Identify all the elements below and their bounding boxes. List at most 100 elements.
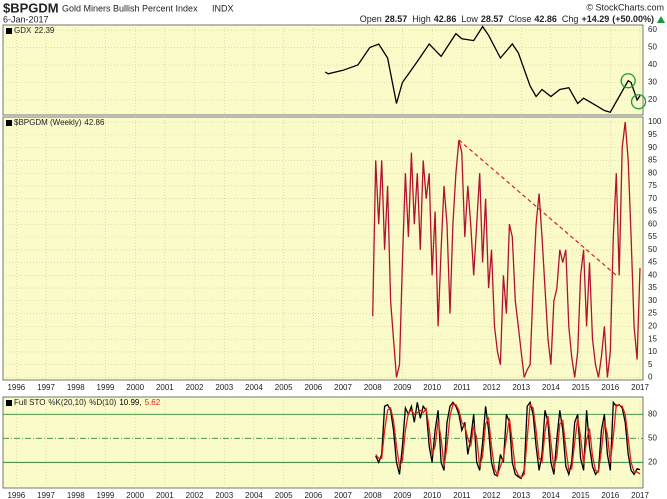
y-tick-label: 15 xyxy=(648,334,657,343)
y-tick-label: 5 xyxy=(648,360,653,369)
quote-value: 42.86 xyxy=(534,14,557,24)
y-tick-label: 20 xyxy=(648,457,657,466)
legend-series: %D(10) xyxy=(89,398,116,407)
x-tick-label: 2004 xyxy=(245,383,263,392)
y-tick-label: 80 xyxy=(648,168,657,177)
quote-label: Low xyxy=(461,14,478,24)
y-tick-label: 60 xyxy=(648,25,657,34)
x-tick-label: 2001 xyxy=(156,383,174,392)
y-tick-label: 65 xyxy=(648,207,657,216)
x-tick-label: 1997 xyxy=(37,383,55,392)
x-tick-label: 1999 xyxy=(97,383,115,392)
x-tick-label: 2015 xyxy=(572,383,590,392)
x-tick-label: 2008 xyxy=(364,491,382,499)
y-tick-label: 20 xyxy=(648,321,657,330)
legend-swatch xyxy=(6,28,12,34)
x-tick-label: 2014 xyxy=(542,383,560,392)
panel-legend: GDX 22.39 xyxy=(14,26,55,35)
x-tick-label: 2004 xyxy=(245,491,263,499)
x-tick-label: 2016 xyxy=(601,491,619,499)
quote-value: 28.57 xyxy=(481,14,504,24)
x-tick-label: 1997 xyxy=(37,491,55,499)
x-tick-label: 2008 xyxy=(364,383,382,392)
y-tick-label: 50 xyxy=(648,433,657,442)
y-tick-label: 45 xyxy=(648,258,657,267)
x-tick-label: 2006 xyxy=(304,383,322,392)
up-arrow xyxy=(657,16,665,23)
y-tick-label: 10 xyxy=(648,347,657,356)
x-tick-label: 2000 xyxy=(126,491,144,499)
x-tick-label: 2016 xyxy=(601,383,619,392)
quote-label: Chg xyxy=(562,14,579,24)
y-tick-label: 50 xyxy=(648,43,657,52)
y-tick-label: 0 xyxy=(648,373,653,382)
x-tick-label: 1998 xyxy=(67,383,85,392)
series-line xyxy=(372,122,641,378)
x-tick-label: 2000 xyxy=(126,383,144,392)
x-tick-label: 2011 xyxy=(453,383,471,392)
quote-label: Close xyxy=(508,14,531,24)
legend-title: Full STO xyxy=(14,398,45,407)
x-tick-label: 1996 xyxy=(7,383,25,392)
quote-label: Open xyxy=(360,14,382,24)
y-tick-label: 100 xyxy=(648,117,662,126)
x-tick-label: 1999 xyxy=(97,491,115,499)
index-name: Gold Miners Bullish Percent Index xyxy=(62,3,198,13)
x-tick-label: 2005 xyxy=(275,383,293,392)
x-tick-label: 2002 xyxy=(186,383,204,392)
panel-legend: Full STO %K(20,10) %D(10) 10.99, 5.62 xyxy=(14,398,161,407)
y-tick-label: 55 xyxy=(648,232,657,241)
x-tick-label: 2007 xyxy=(334,383,352,392)
x-tick-label: 2012 xyxy=(483,383,501,392)
x-tick-label: 2005 xyxy=(275,491,293,499)
date: 6-Jan-2017 xyxy=(3,14,49,24)
x-tick-label: 2010 xyxy=(423,491,441,499)
x-tick-label: 2017 xyxy=(631,491,649,499)
series-line xyxy=(324,25,641,113)
y-tick-label: 40 xyxy=(648,270,657,279)
x-tick-label: 1998 xyxy=(67,491,85,499)
legend-series-last: 10.99, xyxy=(119,398,141,407)
y-tick-label: 95 xyxy=(648,130,657,139)
x-tick-label: 2015 xyxy=(572,491,590,499)
y-tick-label: 90 xyxy=(648,143,657,152)
y-tick-label: 30 xyxy=(648,78,657,87)
x-tick-label: 2017 xyxy=(631,383,649,392)
y-tick-label: 85 xyxy=(648,156,657,165)
x-tick-label: 2013 xyxy=(512,383,530,392)
y-tick-label: 50 xyxy=(648,245,657,254)
quote-label: High xyxy=(412,14,431,24)
x-tick-label: 2006 xyxy=(304,491,322,499)
panel-bg xyxy=(2,116,644,381)
y-tick-label: 75 xyxy=(648,181,657,190)
x-tick-label: 2013 xyxy=(512,491,530,499)
legend-series-last: 5.62 xyxy=(145,398,161,407)
y-tick-label: 70 xyxy=(648,194,657,203)
y-tick-label: 20 xyxy=(648,95,657,104)
x-tick-label: 2007 xyxy=(334,491,352,499)
x-tick-label: 2014 xyxy=(542,491,560,499)
legend-swatch xyxy=(6,400,12,406)
x-tick-label: 2010 xyxy=(423,383,441,392)
highlight-circle xyxy=(630,94,647,110)
x-tick-label: 2011 xyxy=(453,491,471,499)
series-line xyxy=(375,400,641,480)
y-tick-label: 35 xyxy=(648,283,657,292)
panel-bg xyxy=(2,24,644,116)
highlight-circle xyxy=(620,73,636,89)
legend-title: GDX xyxy=(14,26,32,35)
x-tick-label: 1996 xyxy=(7,491,25,499)
exchange: INDX xyxy=(212,3,234,13)
legend-title: $BPGDM (Weekly) xyxy=(14,118,82,127)
y-tick-label: 25 xyxy=(648,309,657,318)
legend-series: %K(20,10) xyxy=(48,398,86,407)
x-tick-label: 2009 xyxy=(394,491,412,499)
x-tick-label: 2003 xyxy=(215,383,233,392)
legend-last: 22.39 xyxy=(34,26,55,35)
legend-last: 42.86 xyxy=(84,118,105,127)
x-tick-label: 2001 xyxy=(156,491,174,499)
x-tick-label: 2003 xyxy=(215,491,233,499)
y-tick-label: 80 xyxy=(648,409,657,418)
